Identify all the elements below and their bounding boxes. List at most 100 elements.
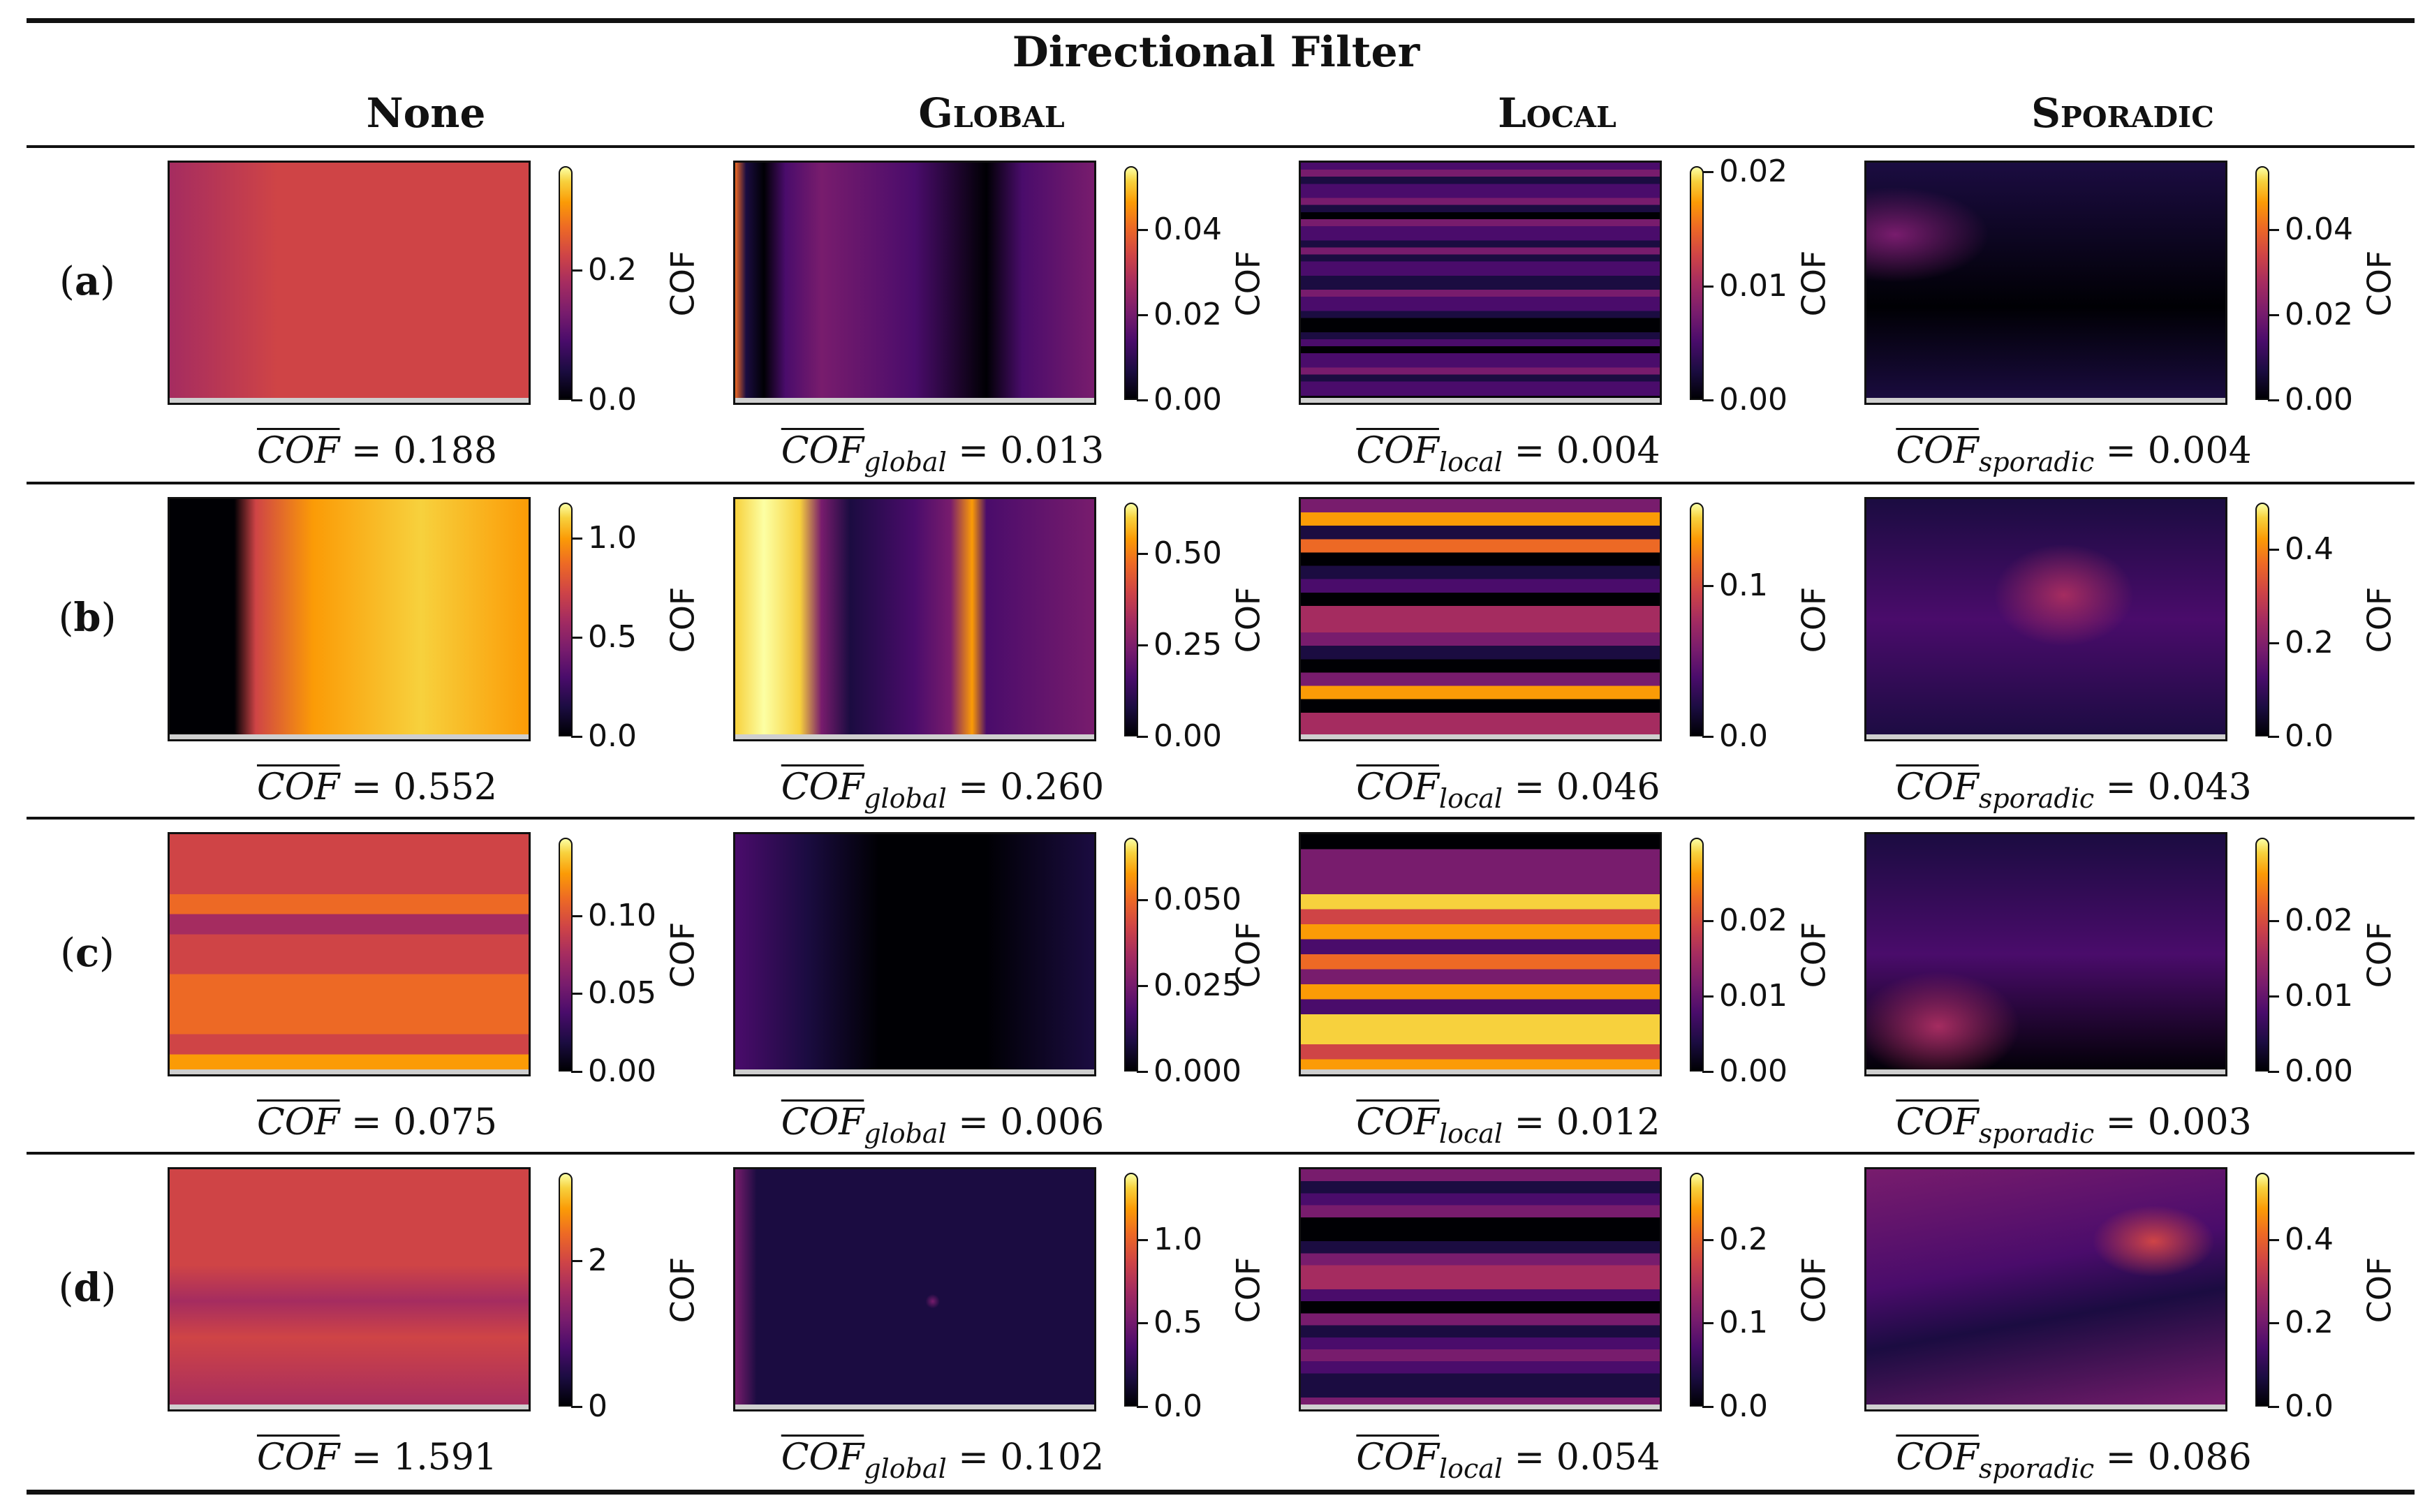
- metric-symbol: COF: [781, 766, 864, 808]
- colorbar-tick-label: 0.025: [1154, 967, 1241, 1003]
- metric-symbol: COF: [781, 1102, 864, 1143]
- heatmap-d-1: [733, 1167, 1096, 1411]
- column-header-2: Local: [1348, 89, 1767, 137]
- colorbar-tick: [1137, 984, 1148, 987]
- colorbar-tick-label: 0.01: [1719, 977, 1788, 1014]
- colorbar-tick-label: 0.2: [2285, 625, 2334, 660]
- row-rule-3: [27, 1152, 2415, 1155]
- colorbar-title: COF: [1229, 250, 1267, 316]
- colorbar-tick-label: 0.00: [2285, 1053, 2353, 1089]
- metric-value: 0.006: [1000, 1102, 1105, 1143]
- metric-c-2: COFlocal = 0.012: [1292, 1104, 1725, 1147]
- metric-subscript: global: [864, 783, 947, 814]
- metric-c-3: COFsporadic = 0.003: [1857, 1104, 2290, 1147]
- colorbar-tick: [1137, 314, 1148, 317]
- colorbar-tick: [1137, 898, 1148, 901]
- metric-equals: =: [1514, 1102, 1545, 1143]
- colorbar-tick-label: 0.4: [2285, 531, 2334, 567]
- colorbar-d-0: [559, 1173, 573, 1407]
- colorbar-tick-label: 0.5: [1154, 1305, 1202, 1341]
- row-label-open-paren: (: [58, 1266, 74, 1311]
- metric-a-1: COFglobal = 0.013: [726, 433, 1159, 475]
- colorbar-tick: [2268, 1071, 2279, 1073]
- colorbar-tick: [571, 538, 582, 540]
- colorbar-title: COF: [1794, 1257, 1833, 1323]
- colorbar-tick-label: 0.1: [1719, 1305, 1768, 1341]
- metric-b-2: COFlocal = 0.046: [1292, 769, 1725, 812]
- metric-d-2: COFlocal = 0.054: [1292, 1439, 1725, 1482]
- colorbar-tick: [2268, 1406, 2279, 1408]
- metric-equals: =: [351, 1102, 382, 1143]
- colorbar-tick: [2268, 399, 2279, 401]
- colorbar-tick-label: 0.2: [588, 251, 637, 288]
- colorbar-tick: [571, 1406, 582, 1408]
- colorbar-tick-label: 0.050: [1154, 881, 1241, 917]
- heatmap-c-0: [168, 832, 531, 1076]
- heatmap-a-0: [168, 161, 531, 405]
- colorbar-tick: [1702, 1071, 1714, 1073]
- metric-equals: =: [958, 1102, 989, 1143]
- metric-equals: =: [2105, 766, 2137, 808]
- colorbar-tick-label: 0.0: [1154, 1388, 1202, 1424]
- heatmap-baseline: [1301, 1404, 1660, 1409]
- colorbar-tick: [2268, 1322, 2279, 1325]
- colorbar-c-1: [1124, 838, 1138, 1072]
- colorbar-tick-label: 0.01: [2285, 977, 2353, 1014]
- heatmap-d-0: [168, 1167, 531, 1411]
- metric-d-0: COF = 1.591: [161, 1439, 594, 1476]
- metric-d-1: COFglobal = 0.102: [726, 1439, 1159, 1482]
- colorbar-tick: [1702, 995, 1714, 998]
- metric-equals: =: [1514, 430, 1545, 472]
- colorbar-title: COF: [1229, 1257, 1267, 1323]
- metric-symbol: COF: [1896, 430, 1979, 472]
- metric-subscript: local: [1438, 1453, 1503, 1484]
- colorbar-tick-label: 0.2: [2285, 1305, 2334, 1341]
- colorbar-tick-label: 0.04: [2285, 212, 2353, 248]
- colorbar-tick: [571, 1071, 582, 1073]
- colorbar-tick-label: 0.00: [2285, 382, 2353, 417]
- colorbar-tick-label: 0.02: [1719, 902, 1788, 938]
- colorbar-d-1: [1124, 1173, 1138, 1407]
- heatmap-baseline: [1866, 734, 2225, 739]
- metric-b-3: COFsporadic = 0.043: [1857, 769, 2290, 812]
- metric-subscript: sporadic: [1978, 1118, 2095, 1149]
- metric-symbol: COF: [1896, 1102, 1979, 1143]
- metric-a-0: COF = 0.188: [161, 433, 594, 469]
- colorbar-tick: [571, 269, 582, 272]
- colorbar-tick: [1137, 1071, 1148, 1073]
- colorbar-title: COF: [2360, 1257, 2398, 1323]
- super-title: Directional Filter: [1012, 28, 1420, 77]
- row-label-letter: d: [73, 1265, 101, 1311]
- row-label-letter: b: [73, 595, 101, 641]
- heatmap-a-3: [1864, 161, 2227, 405]
- row-label-b: (b): [49, 595, 126, 641]
- colorbar-tick: [571, 736, 582, 738]
- row-label-close-paren: ): [101, 595, 117, 641]
- row-label-letter: c: [75, 930, 100, 976]
- colorbar-title: COF: [2360, 250, 2398, 316]
- colorbar-tick-label: 0.1: [1719, 567, 1768, 603]
- heatmap-baseline: [170, 734, 529, 739]
- colorbar-a-3: [2255, 166, 2269, 400]
- colorbar-tick: [1137, 553, 1148, 556]
- colorbar-title: COF: [663, 921, 702, 988]
- colorbar-tick: [1137, 1322, 1148, 1325]
- row-label-close-paren: ): [99, 931, 115, 976]
- metric-value: 0.552: [393, 766, 497, 808]
- metric-value: 0.013: [1000, 430, 1105, 472]
- colorbar-tick: [1702, 736, 1714, 738]
- metric-symbol: COF: [256, 1437, 340, 1478]
- colorbar-tick-label: 0.0: [2285, 1388, 2334, 1424]
- colorbar-tick: [1702, 1322, 1714, 1325]
- metric-value: 0.075: [393, 1102, 497, 1143]
- metric-symbol: COF: [1356, 1437, 1439, 1478]
- metric-subscript: local: [1438, 447, 1503, 477]
- colorbar-a-0: [559, 166, 573, 400]
- metric-value: 0.046: [1556, 766, 1660, 808]
- heatmap-baseline: [170, 1069, 529, 1074]
- colorbar-tick-label: 0.02: [1719, 154, 1788, 190]
- colorbar-tick: [1702, 1406, 1714, 1408]
- colorbar-tick-label: 0.00: [1154, 718, 1222, 754]
- metric-subscript: sporadic: [1978, 783, 2095, 814]
- metric-subscript: local: [1438, 1118, 1503, 1149]
